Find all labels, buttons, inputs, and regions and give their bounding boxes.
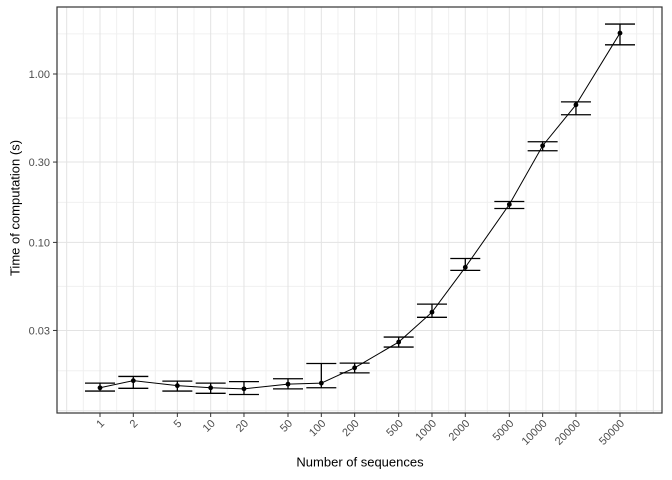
panel-background (57, 7, 662, 413)
x-tick-label: 20000 (553, 418, 583, 448)
data-point (573, 102, 579, 108)
y-axis-title: Time of computation (s) (7, 139, 23, 277)
panel-border (56, 6, 663, 414)
x-tick-label: 500 (384, 418, 405, 439)
data-point (462, 264, 468, 270)
data-point (506, 202, 512, 207)
data-point (396, 339, 402, 345)
x-tick-label: 1 (94, 418, 107, 431)
y-tick-label: 0.10 (29, 237, 50, 249)
data-point (617, 30, 623, 36)
x-tick-label: 2000 (447, 418, 473, 444)
x-tick-label: 5000 (491, 418, 517, 444)
y-tick-label: 1.00 (29, 69, 50, 81)
data-point (540, 143, 546, 149)
data-point (241, 386, 247, 392)
x-tick-label: 200 (340, 418, 361, 439)
y-tick-label: 0.30 (29, 157, 50, 169)
data-point (130, 378, 136, 384)
data-point (208, 385, 214, 391)
data-point (97, 385, 103, 391)
data-point (352, 365, 358, 371)
y-tick-label: 0.03 (29, 325, 50, 337)
x-tick-label: 100 (307, 418, 328, 439)
x-tick-label: 2 (128, 418, 141, 431)
x-tick-label: 10000 (520, 418, 550, 448)
x-tick-label: 1000 (413, 418, 439, 444)
data-point (174, 383, 180, 389)
data-point (318, 380, 324, 386)
x-tick-label: 50000 (597, 418, 627, 448)
x-tick-label: 50 (278, 418, 295, 435)
x-axis-title: Number of sequences (296, 454, 424, 470)
data-point (429, 309, 435, 315)
x-tick-label: 20 (234, 418, 251, 435)
data-point (285, 381, 291, 387)
x-tick-label: 10 (201, 418, 218, 435)
x-tick-label: 5 (172, 418, 185, 431)
